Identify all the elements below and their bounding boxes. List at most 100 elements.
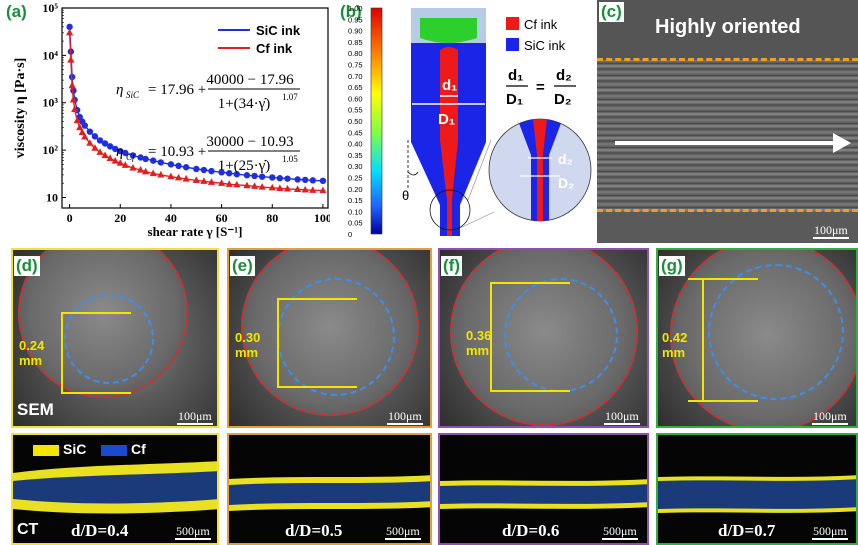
data-point-sic (276, 175, 284, 182)
data-point-cf (167, 172, 175, 180)
panel-label-a: (a) (6, 2, 27, 21)
data-point-sic (137, 154, 144, 161)
sem-tag: SEM (17, 400, 54, 419)
eq-constant: = 10.93 + (148, 144, 206, 160)
ratio-equation: d₁ D₁ = d₂ D₂ (506, 67, 576, 108)
data-point-cf (73, 116, 81, 124)
dim-label: 0.30 mm (235, 330, 261, 360)
data-point-cf (129, 163, 137, 171)
colorbar-tick-label: 0.20 (348, 185, 363, 194)
data-point-sic (150, 157, 157, 164)
eq-exponent: 1.05 (282, 154, 298, 164)
data-point-sic (167, 161, 175, 168)
colorbar-tick-label: 0.10 (348, 207, 363, 216)
x-tick-label: 0 (67, 211, 73, 225)
data-point-sic (302, 176, 309, 184)
outer-circle (450, 250, 638, 426)
fluid-front (420, 18, 477, 43)
data-point-cf (301, 185, 309, 193)
data-point-cf (200, 177, 208, 184)
data-point-cf (69, 95, 77, 103)
data-point-cf (157, 170, 165, 178)
scale-bar: 100μm (387, 409, 423, 425)
x-tick-label: 20 (114, 211, 126, 225)
panel-d-image: 0.24 mm SEM 100μm (11, 248, 219, 428)
eq-numerator: 30000 − 10.93 (206, 134, 293, 150)
inner-circle (504, 278, 618, 392)
y-tick-label: 10³ (42, 96, 58, 110)
colorbar-tick-label: 0 (348, 230, 352, 239)
x-tick-label: 100 (314, 211, 330, 225)
data-point-cf (67, 55, 75, 63)
panel-e-image: 0.30 mm 100μm (227, 248, 432, 428)
data-point-sic (175, 162, 182, 170)
svg-text:D₂: D₂ (554, 91, 572, 108)
legend-sic-swatch (506, 38, 519, 51)
colorbar-tick-label: 0.90 (348, 27, 363, 36)
data-point-sic (200, 166, 208, 174)
data-point-cf (71, 105, 79, 113)
legend-cf-label: Cf ink (256, 41, 293, 56)
ct-scale: 500μm (175, 524, 211, 540)
colorbar-tick-label: 0.45 (348, 128, 363, 137)
eq-sub: Cf (126, 152, 136, 162)
ct-ratio: d/D=0.5 (285, 521, 343, 540)
scale-bar: 100μm (604, 409, 640, 425)
colorbar-tick-label: 1.00 (348, 4, 363, 13)
x-tick-label: 40 (165, 211, 177, 225)
ct-ratio: d/D=0.6 (502, 521, 560, 540)
data-point-sic (96, 137, 104, 144)
panel-g-image: 0.42 mm 100μm (656, 248, 858, 428)
panel-f-image: 0.36 mm 100μm (438, 248, 649, 428)
data-point-sic (294, 176, 301, 183)
x-axis-label: shear rate γ [S⁻¹] (148, 224, 243, 239)
data-point-sic (129, 152, 137, 159)
data-point-cf (294, 185, 302, 193)
svg-text:D₁: D₁ (506, 91, 523, 108)
colorbar-tick-label: 0.15 (348, 196, 363, 205)
y-tick-label: 10² (42, 143, 58, 157)
nozzle-simulation: 1.00 0.95 0.90 0.85 0.80 0.75 0.70 0.65 0.60 0.55… (348, 4, 592, 239)
data-point-cf (225, 180, 233, 187)
data-point-sic (243, 172, 251, 179)
dim-label: 0.36 mm (466, 328, 492, 358)
colorbar-tick-label: 0.35 (348, 151, 363, 160)
colorbar-tick-label: 0.70 (348, 72, 363, 81)
viscosity-chart: 0 20 40 60 80 100 10 10² 10³ 10⁴ 10⁵ shear rate γ [… (13, 1, 330, 239)
colorbar-tick-label: 0.85 (348, 38, 363, 47)
colorbar-tick-label: 0.75 (348, 61, 363, 70)
colorbar-ticks: 1.00 0.95 0.90 0.85 0.80 0.75 0.70 0.65 0.60 0.55… (348, 4, 363, 239)
data-point-cf (76, 123, 84, 131)
colorbar-tick-label: 0.60 (348, 94, 363, 103)
dim-label: 0.24 mm (19, 338, 45, 368)
ct-panel-1: SiC Cf CT d/D=0.4 500μm (11, 433, 219, 545)
data-point-cf (319, 186, 327, 194)
data-point-sic (193, 165, 200, 173)
x-tick-label: 60 (216, 211, 228, 225)
y-tick-label: 10⁵ (42, 1, 58, 15)
panel-label-g: (g) (659, 256, 685, 276)
data-point-cf (192, 176, 200, 183)
data-point-sic (251, 172, 258, 180)
data-point-sic (142, 155, 149, 163)
data-point-cf (268, 183, 276, 191)
ct-panel-2: d/D=0.5 500μm (227, 433, 432, 545)
data-point-sic (284, 175, 291, 182)
ct-legend-cf-swatch (101, 445, 127, 456)
plot-frame (61, 7, 329, 209)
eq-numerator: 40000 − 17.96 (206, 72, 294, 88)
outer-circle (670, 250, 856, 426)
data-point-sic (319, 177, 327, 185)
data-point-cf (106, 154, 114, 161)
arrow-head-icon (833, 133, 851, 153)
panel-c-scale: 100μm (813, 223, 849, 239)
orientation-arrow (615, 141, 843, 145)
ct-legend-sic-label: SiC (63, 441, 87, 457)
panel-c-image: Highly oriented 100μm (597, 0, 858, 243)
data-point-sic (91, 133, 99, 140)
equation-sic: η SiC = 17.96 +40000 − 17.96 1+(34·γ̇) 1.07 (116, 72, 300, 112)
dim-label: 0.42 mm (662, 330, 688, 360)
data-point-cf (283, 184, 292, 192)
legend-cf-label: Cf ink (524, 17, 558, 32)
eq-denominator: 1+(25·γ̇) (218, 158, 271, 174)
